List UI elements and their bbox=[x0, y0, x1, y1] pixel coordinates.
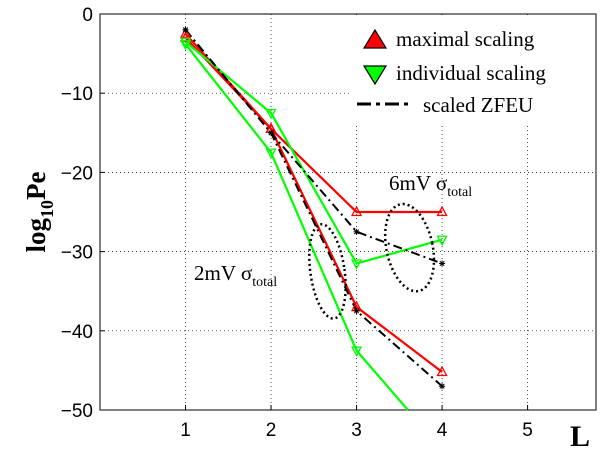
point-marker bbox=[436, 235, 448, 247]
x-tick-label: 3 bbox=[351, 420, 362, 441]
point-marker bbox=[265, 148, 277, 159]
ellipse-6mv bbox=[383, 202, 436, 293]
annotation-ellipses bbox=[308, 202, 436, 320]
point-marker bbox=[179, 27, 192, 38]
point-marker bbox=[265, 108, 277, 120]
series-line-maximal-scaling bbox=[184, 33, 443, 373]
legend-label: scaled ZFEU bbox=[423, 93, 533, 117]
axis-ticks: 1 2 3 4 5 0 −10 −20 −30 −40 −50 bbox=[61, 5, 533, 441]
legend-marker-triangle-up bbox=[362, 28, 388, 49]
x-tick-label: 1 bbox=[180, 420, 191, 441]
point-marker bbox=[350, 205, 363, 217]
y-tick-label: −30 bbox=[61, 243, 93, 264]
point-marker bbox=[353, 228, 360, 235]
legend-background bbox=[352, 16, 594, 124]
point-marker bbox=[439, 260, 446, 267]
point-marker bbox=[179, 39, 192, 51]
annotation-6mv-sigma-total: 6mV σtotal bbox=[389, 171, 472, 200]
ellipse-2mv bbox=[308, 223, 347, 320]
x-tick-label: 5 bbox=[522, 420, 533, 441]
y-tick-label: −40 bbox=[61, 322, 93, 343]
y-tick-label: −50 bbox=[61, 401, 93, 422]
series-markers bbox=[179, 26, 448, 390]
point-marker bbox=[350, 346, 363, 357]
series-lines bbox=[184, 29, 443, 411]
series-line-individual-scaling bbox=[184, 40, 443, 265]
point-marker bbox=[268, 129, 275, 136]
series-line-scaled-ZFEU bbox=[184, 29, 443, 387]
point-marker bbox=[439, 383, 446, 390]
annotation-2mv-sigma-total: 2mV σtotal bbox=[194, 261, 277, 290]
point-marker bbox=[353, 308, 360, 314]
y-tick-label: −10 bbox=[61, 84, 93, 105]
legend-marker-triangle-down bbox=[362, 65, 388, 86]
y-tick-label: 0 bbox=[82, 5, 93, 26]
y-axis-label: log10Pe bbox=[21, 171, 57, 252]
series-line-scaled-ZFEU bbox=[184, 29, 443, 265]
legend-label: individual scaling bbox=[396, 61, 546, 85]
legend: maximal scaling individual scaling scaled … bbox=[352, 16, 594, 124]
legend-label: maximal scaling bbox=[396, 27, 535, 51]
y-tick-label: −20 bbox=[61, 163, 93, 184]
point-marker bbox=[436, 365, 448, 377]
series-line-individual-scaling bbox=[184, 43, 409, 411]
point-marker bbox=[179, 37, 192, 49]
plot-frame bbox=[99, 13, 597, 411]
x-tick-label: 2 bbox=[266, 420, 277, 441]
point-marker bbox=[436, 205, 448, 217]
point-marker bbox=[182, 26, 189, 33]
point-marker bbox=[350, 259, 363, 270]
x-tick-label: 4 bbox=[437, 420, 448, 441]
series-line-maximal-scaling bbox=[184, 37, 443, 214]
x-axis-label: L bbox=[570, 420, 590, 452]
